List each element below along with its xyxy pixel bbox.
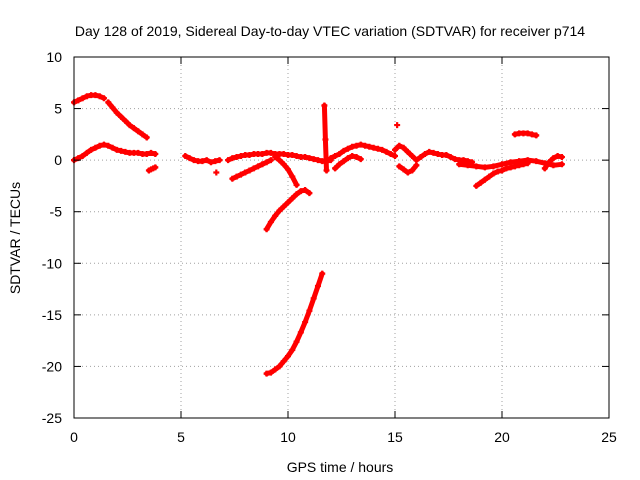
series-arc-f <box>263 270 326 377</box>
x-tick-label: 25 <box>601 429 617 445</box>
y-tick-label: -10 <box>42 255 62 271</box>
series-trace <box>456 157 565 170</box>
series-arc-e <box>263 187 313 233</box>
series-trace <box>542 153 565 171</box>
series-arc-i <box>456 157 565 171</box>
x-axis-ticks: 0 5 10 15 20 25 <box>70 57 617 445</box>
series-trace <box>332 153 364 171</box>
series-trace <box>71 142 158 163</box>
grid-lines <box>74 57 609 418</box>
x-tick-label: 0 <box>70 429 78 445</box>
series-trace <box>512 130 539 138</box>
y-tick-label: -5 <box>50 204 63 220</box>
series-outliers-12 <box>321 102 330 174</box>
series-arc-h <box>392 142 476 166</box>
series-arc-b <box>71 141 159 164</box>
series-arc-g <box>327 141 398 162</box>
series-trace <box>225 150 334 164</box>
y-tick-label: 0 <box>54 152 62 168</box>
series-trace <box>392 143 475 165</box>
series-arc-a-rise <box>71 92 107 106</box>
data-points <box>71 92 565 377</box>
series-arc-c-dot <box>213 169 220 176</box>
data-point <box>213 169 220 176</box>
y-tick-label: -25 <box>42 410 62 426</box>
x-tick-label: 20 <box>494 429 510 445</box>
series-trace <box>105 99 150 140</box>
y-tick-label: 10 <box>46 49 62 65</box>
series-dot-15 <box>394 122 401 129</box>
y-axis-ticks: -25 -20 -15 -10 -5 0 5 10 <box>42 49 609 426</box>
series-trace <box>272 154 300 188</box>
series-arc-h-lower <box>396 162 420 176</box>
series-trace <box>264 187 312 232</box>
series-arc-j <box>541 153 565 172</box>
x-axis-label: GPS time / hours <box>287 459 394 475</box>
series-arc-b-tail <box>145 164 159 174</box>
series-arc-g-lower <box>332 153 364 172</box>
series-trace <box>328 142 398 161</box>
plot-frame <box>73 56 610 419</box>
series-trace <box>264 271 325 377</box>
series-arc-a-fall <box>105 99 150 141</box>
x-tick-label: 15 <box>387 429 403 445</box>
x-tick-label: 5 <box>177 429 185 445</box>
series-trace <box>321 103 329 173</box>
data-point <box>394 122 401 129</box>
series-arc-i-lower <box>473 160 531 189</box>
series-arc-k <box>511 130 540 139</box>
series-trace <box>182 153 222 165</box>
y-tick-label: -20 <box>42 358 62 374</box>
series-trace <box>146 164 158 173</box>
series-arc-c <box>182 153 223 166</box>
y-axis-label: SDTVAR / TECUs <box>7 182 23 294</box>
series-trace <box>229 157 274 182</box>
x-tick-label: 10 <box>280 429 296 445</box>
series-arc-d-branch <box>272 154 300 188</box>
chart-title: Day 128 of 2019, Sidereal Day-to-day VTE… <box>75 23 585 39</box>
series-arc-d-lower <box>229 157 274 182</box>
series-trace <box>473 160 531 189</box>
y-tick-label: 5 <box>54 101 62 117</box>
y-tick-label: -15 <box>42 307 62 323</box>
series-arc-d <box>225 149 334 165</box>
series-trace <box>396 162 419 175</box>
series-trace <box>71 92 107 105</box>
